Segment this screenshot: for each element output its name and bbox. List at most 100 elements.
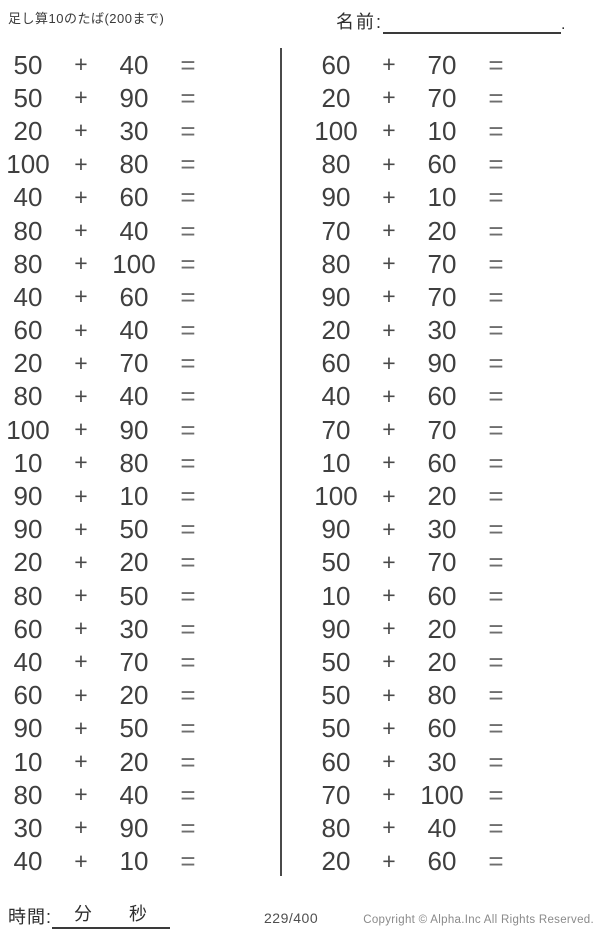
answer-blank[interactable]: [522, 712, 600, 745]
operand-a: 90: [321, 281, 351, 312]
answer-blank[interactable]: [214, 214, 280, 247]
answer-blank[interactable]: [522, 48, 600, 81]
answer-blank[interactable]: [214, 645, 280, 678]
operand-b: 30: [427, 514, 457, 545]
problems-column-right: 60 + 70 = 20 + 70 = 100 + 10 = 80 + 60 =…: [282, 48, 600, 878]
plus-operator: +: [74, 714, 88, 741]
answer-blank[interactable]: [214, 114, 280, 147]
answer-blank[interactable]: [522, 314, 600, 347]
problem-row: 90 + 50 =: [0, 513, 280, 546]
answer-blank[interactable]: [214, 845, 280, 878]
answer-blank[interactable]: [214, 446, 280, 479]
operand-a: 50: [321, 680, 351, 711]
problem-row: 20 + 60 =: [308, 845, 600, 878]
answer-blank[interactable]: [522, 645, 600, 678]
answer-blank[interactable]: [214, 380, 280, 413]
operand-b: 30: [427, 315, 457, 346]
operand-b: 20: [427, 215, 457, 246]
answer-blank[interactable]: [214, 280, 280, 313]
answer-blank[interactable]: [214, 48, 280, 81]
answer-blank[interactable]: [214, 181, 280, 214]
problem-row: 10 + 80 =: [0, 446, 280, 479]
name-input-line[interactable]: [383, 12, 562, 34]
operand-a: 10: [13, 447, 43, 478]
operand-a: 60: [13, 680, 43, 711]
answer-blank[interactable]: [214, 314, 280, 347]
answer-blank[interactable]: [522, 148, 600, 181]
answer-blank[interactable]: [522, 745, 600, 778]
answer-blank[interactable]: [214, 148, 280, 181]
answer-blank[interactable]: [214, 745, 280, 778]
answer-blank[interactable]: [214, 247, 280, 280]
equals-sign: =: [180, 812, 196, 843]
answer-blank[interactable]: [522, 845, 600, 878]
answer-blank[interactable]: [214, 347, 280, 380]
answer-blank[interactable]: [522, 778, 600, 811]
answer-blank[interactable]: [522, 413, 600, 446]
plus-operator: +: [74, 382, 88, 409]
operand-b: 80: [427, 680, 457, 711]
answer-blank[interactable]: [214, 413, 280, 446]
problem-row: 50 + 80 =: [308, 679, 600, 712]
name-field: 名前: .: [336, 8, 565, 34]
answer-blank[interactable]: [522, 81, 600, 114]
problem-row: 90 + 20 =: [308, 612, 600, 645]
answer-blank[interactable]: [522, 546, 600, 579]
answer-blank[interactable]: [522, 479, 600, 512]
answer-blank[interactable]: [522, 280, 600, 313]
answer-blank[interactable]: [522, 181, 600, 214]
answer-blank[interactable]: [522, 347, 600, 380]
answer-blank[interactable]: [214, 479, 280, 512]
answer-blank[interactable]: [214, 546, 280, 579]
operand-b: 70: [427, 547, 457, 578]
operand-b: 60: [427, 846, 457, 877]
answer-blank[interactable]: [522, 114, 600, 147]
answer-blank[interactable]: [522, 679, 600, 712]
answer-blank[interactable]: [214, 679, 280, 712]
operand-b: 20: [119, 547, 149, 578]
plus-operator: +: [74, 847, 88, 874]
answer-blank[interactable]: [214, 811, 280, 844]
plus-operator: +: [382, 582, 396, 609]
problem-row: 80 + 40 =: [0, 214, 280, 247]
operand-a: 10: [13, 746, 43, 777]
answer-blank[interactable]: [214, 612, 280, 645]
answer-blank[interactable]: [522, 513, 600, 546]
answer-blank[interactable]: [214, 81, 280, 114]
equals-sign: =: [488, 348, 504, 379]
operand-a: 100: [6, 149, 50, 180]
operand-b: 80: [119, 447, 149, 478]
equals-sign: =: [180, 49, 196, 80]
problem-row: 80 + 60 =: [308, 148, 600, 181]
operand-b: 20: [119, 746, 149, 777]
answer-blank[interactable]: [522, 380, 600, 413]
answer-blank[interactable]: [522, 247, 600, 280]
equals-sign: =: [488, 281, 504, 312]
problems-column-left: 50 + 40 = 50 + 90 = 20 + 30 = 100 + 80 =…: [0, 48, 280, 878]
plus-operator: +: [382, 714, 396, 741]
plus-operator: +: [74, 183, 88, 210]
answer-blank[interactable]: [522, 446, 600, 479]
answer-blank[interactable]: [522, 214, 600, 247]
answer-blank[interactable]: [214, 712, 280, 745]
time-input-line[interactable]: 分 秒: [52, 900, 171, 929]
operand-a: 20: [13, 348, 43, 379]
plus-operator: +: [382, 449, 396, 476]
answer-blank[interactable]: [522, 612, 600, 645]
operand-a: 60: [321, 348, 351, 379]
plus-operator: +: [74, 681, 88, 708]
operand-b: 100: [420, 779, 464, 810]
operand-b: 70: [427, 248, 457, 279]
plus-operator: +: [74, 515, 88, 542]
operand-a: 10: [321, 447, 351, 478]
answer-blank[interactable]: [522, 811, 600, 844]
answer-blank[interactable]: [522, 579, 600, 612]
plus-operator: +: [382, 349, 396, 376]
answer-blank[interactable]: [214, 579, 280, 612]
answer-blank[interactable]: [214, 513, 280, 546]
answer-blank[interactable]: [214, 778, 280, 811]
plus-operator: +: [382, 250, 396, 277]
problem-row: 40 + 60 =: [0, 181, 280, 214]
problems-area: 50 + 40 = 50 + 90 = 20 + 30 = 100 + 80 =…: [0, 48, 600, 878]
plus-operator: +: [74, 416, 88, 443]
